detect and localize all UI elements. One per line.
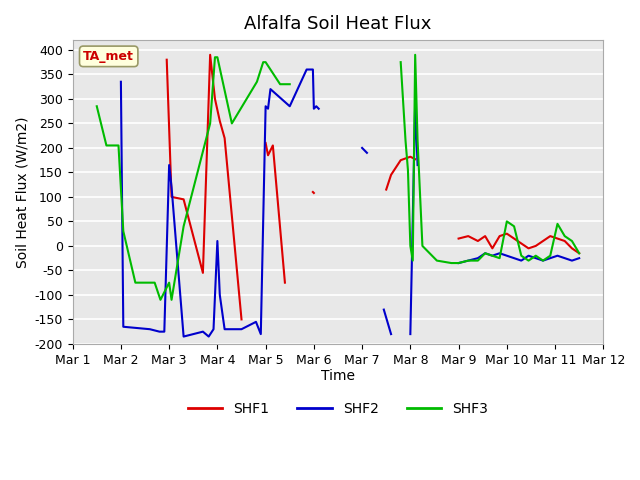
Line: SHF3: SHF3: [97, 57, 290, 300]
Text: TA_met: TA_met: [83, 50, 134, 63]
SHF3: [93, 103, 100, 109]
SHF2: [216, 292, 223, 298]
SHF2: [214, 238, 221, 244]
Line: SHF2: SHF2: [121, 70, 319, 336]
SHF2: [120, 324, 127, 330]
SHF2: [257, 331, 264, 337]
SHF2: [237, 326, 245, 332]
SHF3: [262, 60, 269, 65]
SHF2: [264, 106, 272, 111]
SHF3: [214, 54, 221, 60]
SHF3: [102, 143, 110, 148]
SHF3: [120, 228, 127, 234]
SHF2: [221, 326, 228, 332]
SHF1: [221, 135, 228, 141]
SHF1: [211, 96, 219, 102]
SHF1: [216, 118, 223, 124]
SHF2: [165, 162, 173, 168]
SHF2: [309, 67, 317, 72]
SHF3: [168, 297, 175, 303]
Legend: SHF1, SHF2, SHF3: SHF1, SHF2, SHF3: [182, 396, 494, 421]
SHF3: [228, 120, 236, 126]
SHF2: [210, 326, 218, 332]
SHF1: [237, 316, 245, 322]
SHF3: [253, 79, 260, 84]
Title: Alfalfa Soil Heat Flux: Alfalfa Soil Heat Flux: [244, 15, 431, 33]
SHF2: [199, 329, 207, 335]
SHF1: [180, 196, 188, 202]
SHF2: [286, 103, 294, 109]
SHF3: [132, 280, 140, 286]
SHF1: [168, 194, 175, 200]
SHF3: [115, 143, 122, 148]
SHF2: [252, 319, 260, 325]
SHF2: [303, 67, 310, 72]
SHF2: [117, 79, 125, 84]
SHF1: [163, 57, 171, 62]
SHF3: [180, 223, 188, 229]
SHF2: [168, 184, 175, 190]
SHF1: [199, 270, 207, 276]
SHF2: [315, 106, 323, 111]
SHF3: [151, 280, 159, 286]
SHF3: [276, 81, 284, 87]
Line: SHF1: SHF1: [167, 55, 241, 319]
SHF1: [206, 52, 214, 58]
SHF2: [310, 106, 317, 111]
SHF3: [211, 54, 219, 60]
SHF3: [206, 120, 214, 126]
Y-axis label: Soil Heat Flux (W/m2): Soil Heat Flux (W/m2): [15, 116, 29, 268]
SHF3: [286, 81, 294, 87]
SHF2: [262, 103, 269, 109]
SHF2: [267, 86, 275, 92]
SHF2: [156, 329, 163, 335]
SHF3: [165, 280, 173, 286]
SHF3: [259, 60, 267, 65]
SHF2: [161, 329, 168, 335]
SHF2: [205, 334, 212, 339]
SHF2: [146, 326, 154, 332]
SHF2: [180, 334, 188, 339]
X-axis label: Time: Time: [321, 370, 355, 384]
SHF2: [312, 103, 320, 109]
SHF3: [157, 297, 164, 303]
